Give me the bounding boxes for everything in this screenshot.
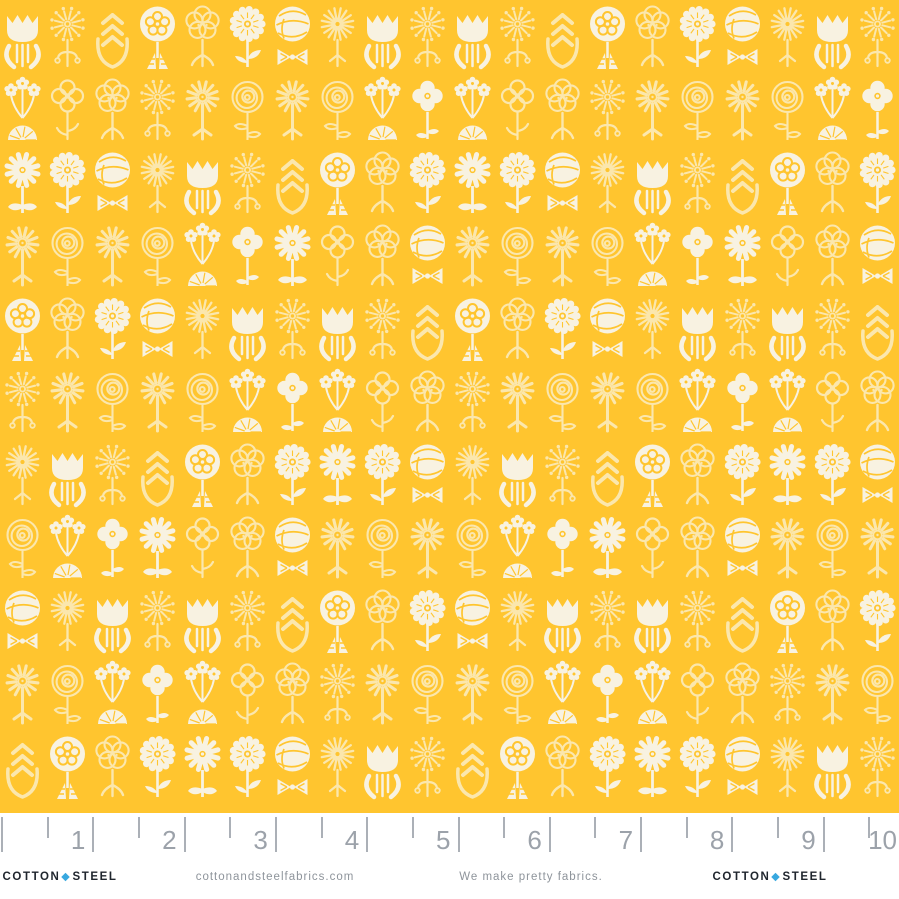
brand-word-steel: STEEL: [782, 871, 828, 883]
ruler-tick-half: [503, 817, 506, 838]
ruler-tick-half: [411, 817, 414, 838]
brand-word-steel: STEEL: [72, 871, 118, 883]
ruler-tick-major: [1, 817, 3, 852]
ruler-tick-major: [92, 817, 95, 852]
ruler-tick-major: [183, 817, 186, 852]
brand-word-cotton: COTTON: [2, 871, 61, 883]
tagline-text: We make pretty fabrics.: [459, 871, 603, 883]
ruler-number: 7: [618, 825, 634, 855]
ruler-tick-major: [457, 817, 460, 852]
ruler-number: 4: [344, 825, 360, 855]
brand-logo-right: COTTON STEEL: [712, 870, 827, 884]
ruler-tick-major: [366, 817, 369, 852]
website-text: cottonandsteelfabrics.com: [195, 871, 355, 883]
ruler-tick-half: [320, 817, 323, 838]
ruler-number: 10: [868, 825, 897, 855]
ruler-tick-half: [868, 817, 871, 838]
ruler-number: 9: [801, 825, 816, 855]
fabric-pattern: [0, 0, 899, 813]
selvage-strip: 1 2 3 4 5 6 7 8 9 10 COTTON STEEL cottonandsteelf…: [0, 813, 899, 899]
ruler-tick-half: [594, 817, 597, 838]
ruler-number: 2: [162, 825, 177, 855]
ruler-tick-half: [229, 817, 232, 838]
ruler-number: 1: [70, 825, 86, 855]
ruler-number: 8: [709, 825, 725, 855]
ruler-tick-half: [685, 817, 688, 838]
plus-diamond-icon: [771, 872, 780, 882]
fabric-pattern-svg: [0, 0, 899, 813]
ruler-number: 5: [436, 825, 451, 855]
ruler-tick-half: [777, 817, 780, 838]
ruler-tick-major: [548, 817, 551, 852]
ruler-tick-half: [137, 817, 140, 838]
ruler-tick-major: [731, 817, 734, 852]
ruler-tick-major: [640, 817, 643, 852]
ruler-tick-major: [274, 817, 277, 852]
brand-word-cotton: COTTON: [712, 871, 771, 883]
brand-logo-left: COTTON STEEL: [2, 870, 117, 884]
ruler-tick-major: [822, 817, 825, 852]
ruler-tick-half: [46, 817, 49, 838]
plus-diamond-icon: [61, 872, 70, 882]
ruler-number: 6: [527, 825, 542, 855]
ruler-number: 3: [253, 825, 268, 855]
